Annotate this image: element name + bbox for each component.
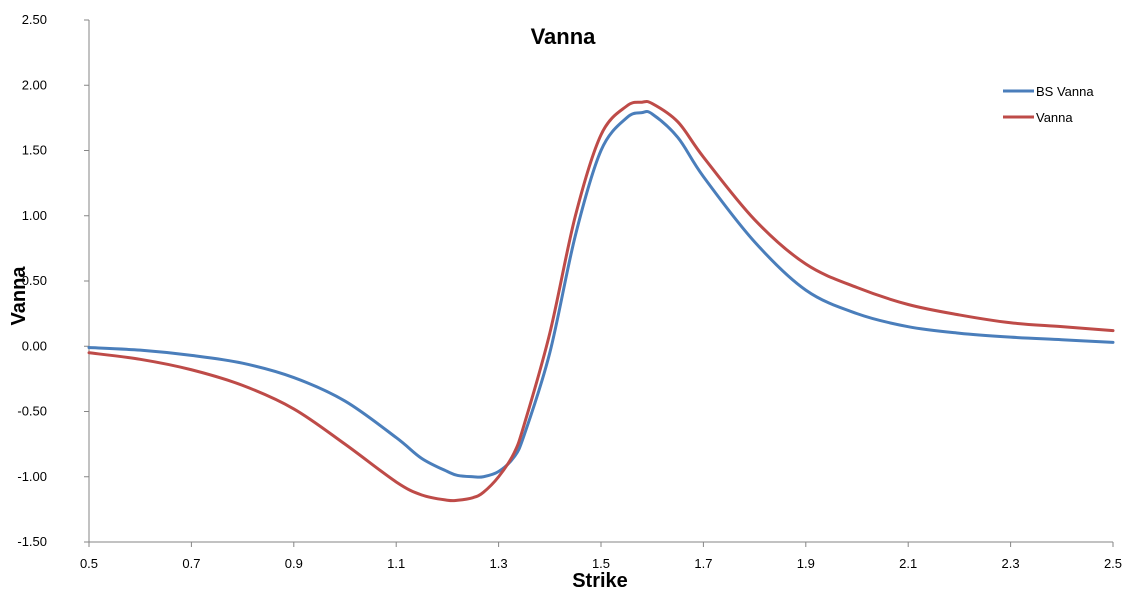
legend-label-bs-vanna: BS Vanna [1036, 84, 1094, 99]
y-axis-title: Vanna [8, 266, 30, 326]
x-tick-label: 1.1 [387, 556, 405, 571]
x-tick-label: 2.5 [1104, 556, 1122, 571]
x-tick-label: 1.9 [797, 556, 815, 571]
y-axis: 2.50 2.00 1.50 1.00 0.50 0.00 -0.50 -1.00 -1.50 [17, 12, 90, 549]
y-tick-label: 0.50 [22, 273, 47, 288]
series-layer [87, 99, 1115, 503]
y-tick-label: 2.00 [22, 77, 47, 92]
y-tick-label: 2.50 [22, 12, 47, 27]
x-tick-label: 2.1 [899, 556, 917, 571]
x-tick-label: 1.7 [694, 556, 712, 571]
chart-title: Vanna [531, 24, 597, 49]
legend: BS Vanna Vanna [1003, 84, 1094, 125]
x-tick-label: 1.3 [490, 556, 508, 571]
y-tick-label: -0.50 [17, 404, 47, 419]
y-tick-label: 1.50 [22, 143, 47, 158]
x-axis-title: Strike [572, 570, 628, 592]
y-tick-label: 1.00 [22, 208, 47, 223]
x-axis: 0.5 0.7 0.9 1.1 1.3 1.5 1.7 1.9 2.1 2.3 2.5 [80, 541, 1122, 571]
x-tick-label: 2.3 [1002, 556, 1020, 571]
y-tick-label: -1.00 [17, 469, 47, 484]
legend-label-vanna: Vanna [1036, 110, 1073, 125]
x-tick-label: 0.7 [182, 556, 200, 571]
y-tick-label: 0.00 [22, 338, 47, 353]
x-tick-label: 0.9 [285, 556, 303, 571]
series-line-bs-vanna [87, 110, 1115, 479]
series-line-vanna [87, 99, 1115, 503]
x-tick-label: 1.5 [592, 556, 610, 571]
x-tick-label: 0.5 [80, 556, 98, 571]
y-tick-label: -1.50 [17, 534, 47, 549]
